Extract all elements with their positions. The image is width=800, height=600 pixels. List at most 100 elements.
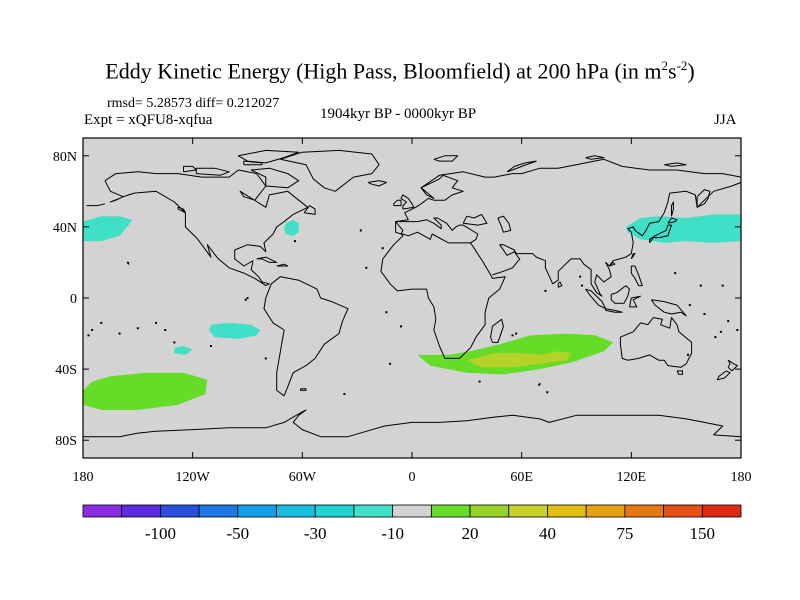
coastline-ireland [393,199,402,207]
coastline-baffin [250,167,300,189]
coastline-hokkaido [667,217,678,224]
plot-title: Eddy Kinetic Energy (High Pass, Bloomfie… [0,58,800,84]
island-dot [546,391,549,394]
title-sup-2: -2 [676,58,688,73]
colorbar-swatch [547,504,587,518]
island-dot [400,325,403,328]
coastline-greenland [280,149,380,192]
coastline-new-guinea [650,299,687,317]
coastline-ellesmere [237,149,300,164]
island-dot [87,334,90,337]
island-dot [209,345,212,347]
coastline-antarctica [83,409,742,438]
island-dot [136,327,139,330]
colorbar-swatch [392,504,432,518]
island-dot [511,334,514,337]
y-tick-label: 80N [53,150,77,165]
island-dot [381,247,384,250]
coastline-new-zealand-s [716,370,731,381]
coastline-tasmania [676,370,683,375]
y-tick-label: 0 [70,292,77,307]
coastline-devon-island [243,160,263,166]
island-dot [688,304,691,307]
island-dot [719,330,722,333]
coastline-eurasia-africa [380,158,742,359]
coastline-new-zealand-n [727,359,738,372]
coastline-caspian [497,215,512,233]
colorbar-swatch [353,504,394,518]
x-tick-label: 0 [409,470,416,485]
island-dot [244,298,247,301]
coastline-black-caspian [462,213,488,226]
period-label: 1904kyr BP - 0000kyr BP [320,106,477,122]
coastline-falklands [300,388,307,391]
island-dot [515,332,518,335]
region-southern-indian-core-positive [466,351,571,368]
region-north-pacific-east-negative [83,216,133,242]
colorbar-label: -100 [145,524,176,543]
coastline-cuba [256,256,278,263]
title-suffix: ) [687,58,695,84]
map-axes: 80N 40N 0 40S 80S 180 120W 60W 0 60E 120E 180 [53,137,752,485]
colorbar-swatch [701,504,742,518]
coastline-hainan [609,261,616,267]
island-dot [714,336,717,339]
island-dot [478,380,481,383]
island-dot [164,329,167,331]
coastline-sakhalin [671,201,674,217]
colorbar-swatch [469,504,510,518]
island-dot [385,311,388,314]
island-dot [155,321,158,324]
coastline-north-america [104,169,309,287]
island-dot [294,240,297,243]
island-dot [544,289,547,292]
coastline-borneo [610,285,630,304]
coastline-alaska-peninsula [109,196,124,203]
x-tick-label: 180 [731,470,752,485]
coastline-taiwan [630,253,636,260]
region-south-pacific-small-negative [174,346,193,355]
colorbar-swatch [430,504,471,518]
coastline-philippines [630,265,643,287]
title-mid: s [668,58,677,84]
coastline-victoria-island [195,167,230,176]
coastline-banks-island [183,165,197,173]
region-north-pacific-west-negative [625,214,741,243]
y-tick-label: 80S [55,434,77,449]
coastline-uk [400,194,415,210]
coastline-aleutians [86,203,106,207]
coastline-hawaii [126,261,130,265]
island-dot [703,313,706,315]
colorbar-swatch [624,504,664,518]
island-dot [699,284,702,287]
colorbar-swatch [121,504,161,518]
coastline-kamchatka [696,189,711,208]
island-dot [246,297,249,299]
coastline-java [605,308,623,313]
island-dot [389,362,392,365]
x-tick-label: 60E [510,470,533,485]
colorbar-swatch [314,504,355,518]
coastline-madagascar [490,318,504,343]
region-south-pacific-negative [209,322,261,339]
map-background [83,138,741,458]
island-dot [686,353,689,356]
island-dot [365,266,368,269]
colorbar-swatch [160,504,200,518]
colorbar-label: -10 [381,524,404,543]
colorbar-swatch [237,504,277,518]
colorbar-label: 150 [690,524,716,543]
island-dot [91,329,94,331]
coastline-kerguelen [537,382,541,386]
coastline-mediterranean-north [395,217,479,244]
colorbar-swatch [663,504,703,518]
coastline-newfoundland [303,205,316,215]
island-dot [736,329,739,331]
island-dot [173,341,176,344]
island-dot [100,321,103,324]
coastline-severnaya-zemlya [585,155,605,160]
coastline-new-siberian [664,162,687,167]
coastline-vancouver [177,206,186,214]
season-label: JJA [714,112,737,128]
title-sup-1: 2 [661,58,669,73]
